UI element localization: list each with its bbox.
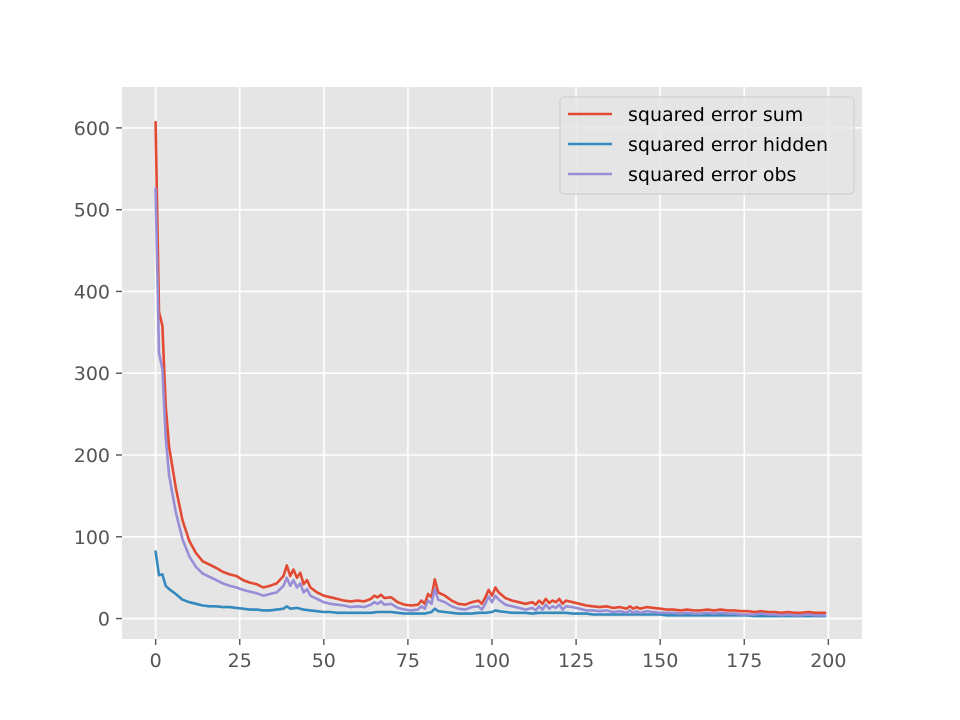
y-tick-label: 500: [74, 200, 110, 222]
x-tick-label: 125: [558, 650, 594, 672]
legend-label-squared-error-obs: squared error obs: [628, 164, 796, 186]
y-tick-label: 200: [74, 445, 110, 467]
legend-label-squared-error-hidden: squared error hidden: [628, 134, 828, 156]
axis-ticks: 0 25 50 75 100 125 150 175 200 0 100 200 300 400 500 60…: [74, 118, 847, 672]
x-tick-label: 50: [312, 650, 336, 672]
y-tick-label: 100: [74, 527, 110, 549]
x-tick-label: 175: [726, 650, 762, 672]
x-tick-label: 150: [642, 650, 678, 672]
series-layer: [154, 120, 827, 618]
y-tick-label: 600: [74, 118, 110, 140]
y-tick-label: 0: [98, 609, 110, 631]
series-line-squared-error-obs: [154, 187, 827, 617]
x-tick-label: 100: [474, 650, 510, 672]
legend: squared error sum squared error hidden squ…: [559, 96, 855, 195]
y-tick-label: 400: [74, 281, 110, 303]
x-tick-label: 25: [228, 650, 252, 672]
x-tick-label: 0: [150, 650, 162, 672]
x-tick-label: 75: [396, 650, 420, 672]
series-line-squared-error-sum: [154, 120, 827, 615]
y-tick-label: 300: [74, 363, 110, 385]
legend-box: [559, 96, 855, 195]
x-tick-label: 200: [810, 650, 846, 672]
series-line-squared-error-hidden: [154, 550, 827, 618]
legend-label-squared-error-sum: squared error sum: [628, 104, 803, 126]
